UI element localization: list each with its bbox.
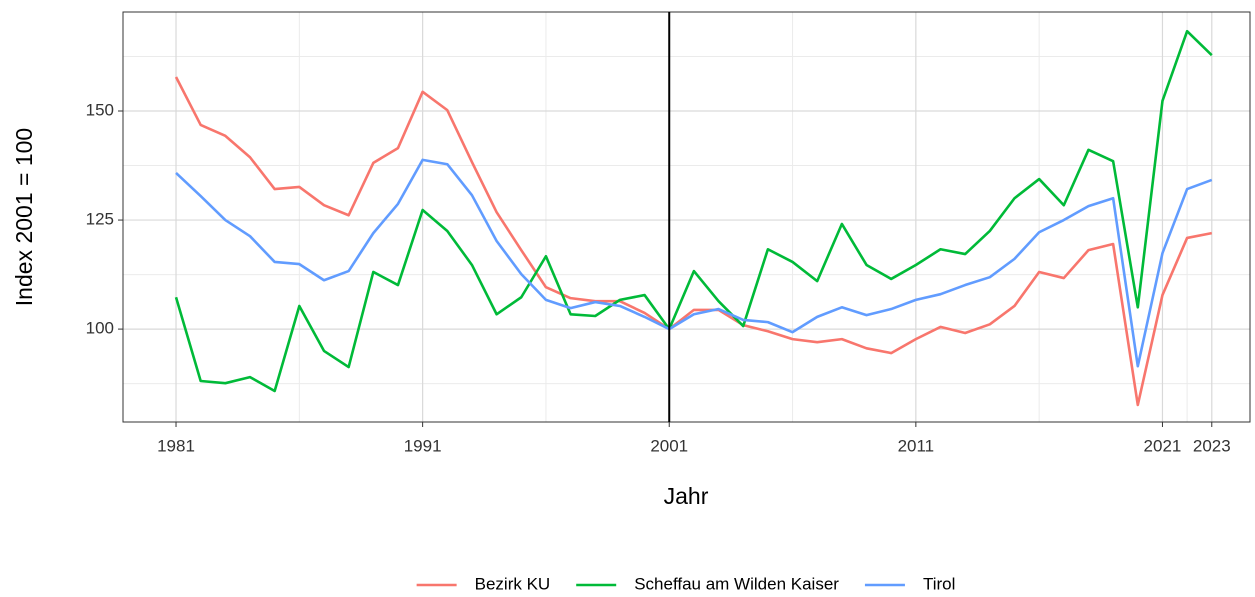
legend-label: Tirol — [923, 574, 955, 593]
line — [174, 29, 1213, 393]
legend-label: Scheffau am Wilden Kaiser — [634, 574, 839, 593]
x-tick-label: 2001 — [650, 436, 688, 455]
line — [175, 158, 1213, 368]
x-tick-label: 2011 — [898, 436, 935, 455]
legend-label: Bezirk KU — [475, 574, 551, 593]
x-tick-label: 2023 — [1193, 436, 1231, 455]
y-axis-title: Index 2001 = 100 — [11, 128, 37, 306]
y-tick-label: 150 — [86, 100, 114, 119]
x-tick-label: 2021 — [1144, 436, 1182, 455]
y-tick-label: 125 — [86, 210, 114, 229]
x-axis-title: Jahr — [664, 483, 709, 509]
line — [174, 76, 1213, 407]
x-tick-label: 1991 — [404, 436, 442, 455]
y-tick-label: 100 — [86, 319, 114, 338]
panel-border — [122, 11, 1251, 423]
x-tick-label: 1981 — [157, 436, 195, 455]
